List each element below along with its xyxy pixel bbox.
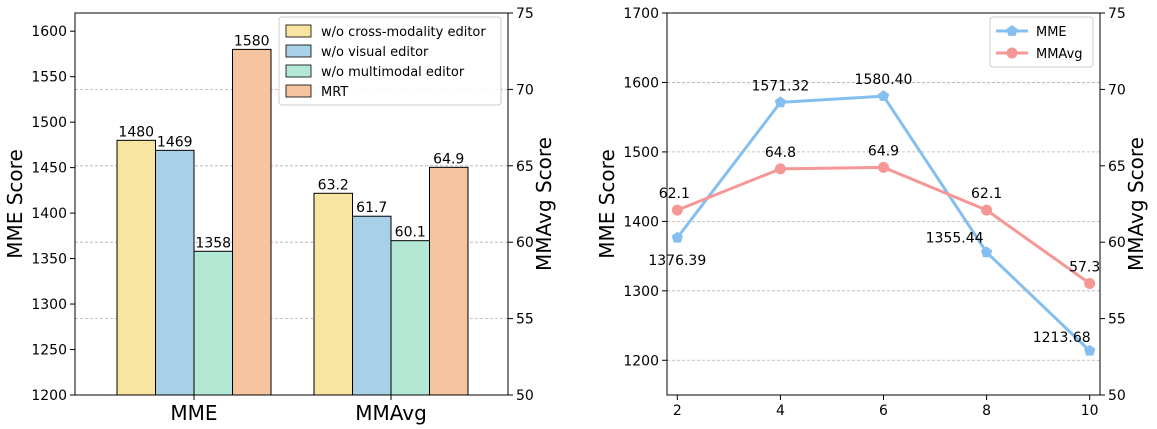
bar-value-label: 1469: [157, 134, 193, 150]
y2-axis-label: MMAvg Score: [1124, 137, 1148, 271]
y2-tick-label: 60: [516, 235, 534, 251]
bar: [155, 149, 195, 396]
data-point: [1084, 277, 1096, 289]
y-tick-label: 1350: [31, 252, 67, 268]
y-tick-label: 1450: [31, 161, 67, 177]
legend-swatch: [285, 24, 312, 38]
legend-label: w/o visual editor: [321, 45, 429, 60]
x-tick-label: 10: [1081, 403, 1099, 419]
legend-label: w/o cross-modality editor: [321, 25, 486, 40]
y-tick-label: 1300: [31, 297, 67, 313]
y-axis-label: MME Score: [595, 149, 619, 259]
legend-swatch: [285, 44, 312, 58]
data-point: [671, 231, 683, 243]
legend-marker: [1006, 47, 1018, 59]
bar-value-label: 1480: [118, 124, 154, 140]
point-value-label: 1571.32: [751, 78, 809, 94]
y-tick-label: 1500: [623, 145, 659, 161]
point-value-label: 57.3: [1069, 259, 1100, 275]
legend-swatch: [285, 84, 312, 98]
point-value-label: 1580.40: [855, 72, 913, 88]
x-tick-label: 2: [673, 403, 682, 419]
data-point: [980, 246, 993, 258]
data-point: [981, 204, 993, 216]
data-point: [774, 96, 787, 108]
legend-marker: [1006, 25, 1018, 36]
y2-tick-label: 65: [516, 159, 534, 175]
x-category-label: MMAvg: [355, 401, 427, 425]
point-value-label: 62.1: [971, 186, 1002, 202]
y-axis-label: MME Score: [3, 149, 27, 259]
bar-value-label: 63.2: [318, 177, 349, 193]
bar: [193, 250, 233, 396]
point-value-label: 1376.39: [648, 253, 706, 269]
y2-tick-label: 60: [1108, 235, 1126, 251]
y2-tick-label: 75: [1108, 6, 1126, 22]
x-tick-label: 6: [879, 403, 888, 419]
y-tick-label: 1300: [623, 284, 659, 300]
y2-tick-label: 55: [1108, 312, 1126, 328]
bar-value-label: 1580: [234, 33, 270, 49]
y-tick-label: 1400: [623, 214, 659, 230]
y-tick-label: 1200: [31, 388, 67, 404]
data-point: [1084, 344, 1096, 356]
data-point: [878, 161, 889, 173]
y2-tick-label: 70: [516, 82, 534, 98]
bar: [352, 215, 392, 396]
bar-value-label: 64.9: [433, 151, 464, 167]
y2-tick-label: 55: [516, 312, 534, 328]
legend-label: w/o multimodal editor: [321, 65, 465, 80]
y-tick-label: 1600: [623, 75, 659, 91]
bar-value-label: 61.7: [356, 200, 387, 216]
y-tick-label: 1600: [31, 24, 67, 40]
bar: [116, 139, 156, 396]
data-point: [671, 204, 683, 216]
legend-frame: [278, 16, 502, 106]
series-line: [676, 165, 1091, 285]
line-chart: 1376.39 1571.32 1580.40 1355.44 1213.68 62.1 6…: [595, 6, 1148, 419]
x-category-label: MME: [170, 401, 217, 425]
bar: [232, 48, 272, 396]
bar-value-label: 60.1: [395, 225, 426, 241]
x-tick-label: 4: [776, 403, 785, 419]
point-value-label: 1213.68: [1033, 330, 1091, 346]
bar: [429, 166, 469, 396]
y-tick-label: 1550: [31, 70, 67, 86]
data-point: [877, 90, 890, 101]
y-tick-label: 1250: [31, 343, 67, 359]
legend-label: MMAvg: [1036, 47, 1083, 62]
legend: w/o cross-modality editor w/o visual edit…: [278, 16, 502, 106]
legend: MME MMAvg: [989, 16, 1094, 68]
y-tick-label: 1700: [623, 6, 659, 22]
legend-swatch: [285, 64, 312, 78]
y2-tick-label: 65: [1108, 159, 1126, 175]
y2-tick-label: 75: [516, 6, 534, 22]
series-line: [676, 94, 1091, 352]
y2-tick-label: 50: [516, 388, 534, 404]
y-tick-label: 1200: [623, 353, 659, 369]
y-tick-label: 1500: [31, 115, 67, 131]
point-value-label: 62.1: [659, 186, 690, 202]
legend-label: MME: [1036, 25, 1067, 40]
y2-axis-label: MMAvg Score: [532, 137, 556, 271]
data-point: [774, 163, 786, 175]
y2-tick-label: 70: [1108, 82, 1126, 98]
y2-tick-label: 50: [1108, 388, 1126, 404]
point-value-label: 64.9: [868, 143, 899, 159]
bar: [313, 192, 353, 396]
x-tick-label: 8: [982, 403, 991, 419]
point-value-label: 64.8: [765, 145, 796, 161]
point-value-label: 1355.44: [926, 230, 984, 246]
y-tick-label: 1400: [31, 206, 67, 222]
bar-value-label: 1358: [195, 235, 231, 251]
plot-frame: [74, 12, 509, 396]
bar: [390, 240, 430, 396]
legend-label: MRT: [321, 85, 348, 100]
